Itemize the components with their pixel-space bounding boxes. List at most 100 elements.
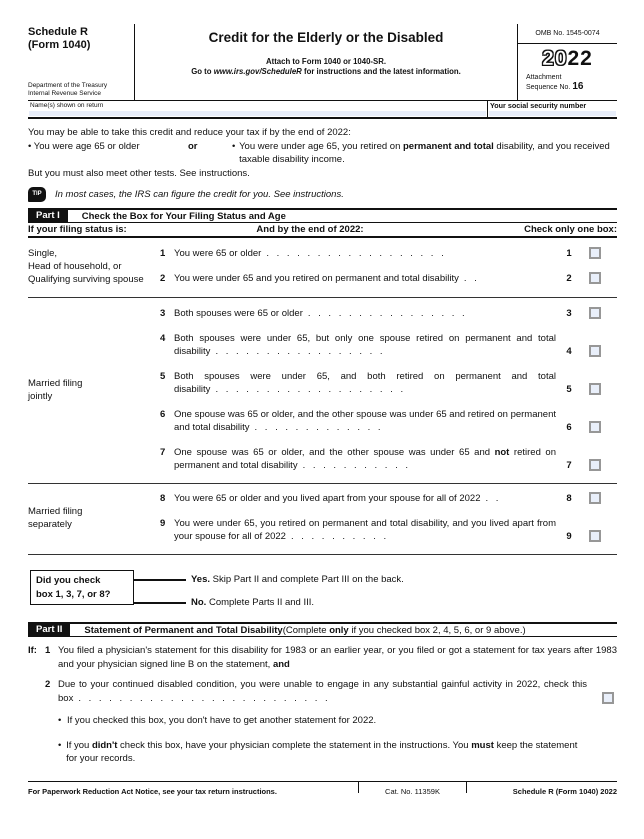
part2-line-1-text: You filed a physician's statement for th… bbox=[58, 645, 617, 670]
footer-form-id: Schedule R (Form 1040) 2022 bbox=[512, 786, 617, 796]
part2-line-2-text: Due to your continued disabled condition… bbox=[58, 679, 587, 704]
line-2-number: 2 bbox=[160, 273, 166, 284]
part2-bullet-1: • If you checked this box, you don't hav… bbox=[58, 715, 377, 726]
intro-line1: You may be able to take this credit and … bbox=[28, 127, 351, 138]
year-bold: 22 bbox=[567, 47, 593, 70]
line-6-text: One spouse was 65 or older, and the othe… bbox=[174, 409, 556, 433]
line-8-text: You were 65 or older and you lived apart… bbox=[174, 493, 501, 504]
part2-line-1-number: 1 bbox=[45, 645, 51, 656]
bullet-icon: • bbox=[232, 141, 236, 152]
line-3-number: 3 bbox=[160, 308, 166, 319]
line-8-number: 8 bbox=[160, 493, 166, 504]
catalog-number: Cat. No. 11359K bbox=[358, 781, 467, 796]
intro-section: You may be able to take this credit and … bbox=[28, 126, 617, 202]
checkbox-line-5[interactable] bbox=[589, 383, 601, 395]
line-7-number: 7 bbox=[160, 447, 166, 458]
filing-group-single: Single, Head of household, or Qualifying… bbox=[28, 238, 617, 298]
line-4-right-number: 4 bbox=[566, 346, 572, 357]
part2-title: Statement of Permanent and Total Disabil… bbox=[84, 624, 283, 636]
dept-line1: Department of the Treasury bbox=[28, 82, 108, 89]
checkbox-line-8[interactable] bbox=[589, 492, 601, 504]
checkbox-line-7[interactable] bbox=[589, 459, 601, 471]
checkbox-part2-line-2[interactable] bbox=[602, 692, 614, 704]
line-9-text: You were under 65, you retired on perman… bbox=[174, 518, 556, 542]
status-label-joint: Married filing jointly bbox=[28, 377, 83, 402]
line-1: 1 You were 65 or older. . . . . . . . . … bbox=[160, 247, 617, 260]
tax-year: 2022 bbox=[518, 44, 617, 71]
intro-bullet-2: • You were under age 65, you retired on p… bbox=[232, 141, 610, 165]
line-3: 3 Both spouses were 65 or older. . . . .… bbox=[160, 307, 617, 320]
attachment-label: Attachment bbox=[526, 74, 562, 81]
line-2: 2 You were under 65 and you retired on p… bbox=[160, 272, 617, 285]
checkbox-line-2[interactable] bbox=[589, 272, 601, 284]
agency-block: Department of the Treasury Internal Reve… bbox=[28, 82, 130, 98]
ssn-label: Your social security number bbox=[490, 101, 587, 110]
line-3-text: Both spouses were 65 or older. . . . . .… bbox=[174, 308, 468, 319]
attach-instruction: Attach to Form 1040 or 1040-SR. bbox=[265, 57, 387, 66]
dot-leader: . . . . . . . . . . . bbox=[302, 460, 411, 471]
line-9-number: 9 bbox=[160, 518, 166, 529]
ssn-cell: Your social security number bbox=[488, 101, 617, 117]
line-6-number: 6 bbox=[160, 409, 166, 420]
line-9-right-number: 9 bbox=[566, 531, 572, 542]
schedule-title: Schedule R bbox=[28, 26, 88, 38]
sequence-number: 16 bbox=[572, 80, 584, 92]
intro-or: or bbox=[188, 141, 198, 152]
status-label-separate: Married filing separately bbox=[28, 505, 83, 530]
name-label: Name(s) shown on return bbox=[30, 102, 104, 109]
line-5: 5 Both spouses were under 65, and both r… bbox=[160, 370, 617, 396]
part1-column-headers: If your filing status is: And by the end… bbox=[28, 223, 617, 238]
line-5-number: 5 bbox=[160, 371, 166, 382]
line-1-number: 1 bbox=[160, 248, 166, 259]
line-4-number: 4 bbox=[160, 333, 166, 344]
sequence-label: Sequence No. 16 bbox=[526, 80, 584, 92]
line-6-right-number: 6 bbox=[566, 422, 572, 433]
part2-body: If: 1 You filed a physician's statement … bbox=[28, 637, 617, 766]
name-input[interactable] bbox=[29, 111, 486, 116]
line-7: 7 One spouse was 65 or older, and the ot… bbox=[160, 446, 617, 472]
intro-line2: But you must also meet other tests. See … bbox=[28, 168, 250, 179]
part2-bullet-2: • If you didn't check this box, have you… bbox=[58, 739, 578, 765]
checkbox-line-4[interactable] bbox=[589, 345, 601, 357]
bullet-icon: • bbox=[58, 715, 62, 726]
schedule-name: Schedule R (Form 1040) bbox=[28, 26, 130, 52]
checkbox-line-1[interactable] bbox=[589, 247, 601, 259]
part1-tag: Part I bbox=[28, 210, 68, 222]
line-9: 9 You were under 65, you retired on perm… bbox=[160, 517, 617, 543]
line-4-text: Both spouses were under 65, but only one… bbox=[174, 333, 556, 357]
yes-instruction: Yes. Skip Part II and complete Part III … bbox=[191, 574, 404, 585]
col-filing-status: If your filing status is: bbox=[28, 224, 127, 235]
form-title-block: Credit for the Elderly or the Disabled A… bbox=[135, 24, 517, 100]
dot-leader: . . . . . . . . . . . . . . . . . . . . … bbox=[78, 692, 331, 704]
part2-line-2-number: 2 bbox=[45, 679, 51, 690]
dot-leader: . . bbox=[463, 273, 480, 284]
dot-leader: . . . . . . . . . . bbox=[290, 531, 389, 542]
form-number: (Form 1040) bbox=[28, 39, 91, 51]
line-6: 6 One spouse was 65 or older, and the ot… bbox=[160, 408, 617, 434]
filing-group-joint: Married filing jointly 3 Both spouses we… bbox=[28, 298, 617, 484]
part1-title: Check the Box for Your Filing Status and… bbox=[81, 210, 286, 222]
line-2-text: You were under 65 and you retired on per… bbox=[174, 273, 480, 284]
status-label-single: Single, Head of household, or Qualifying… bbox=[28, 248, 144, 285]
col-check-one-box: Check only one box: bbox=[524, 224, 617, 235]
ssn-input[interactable] bbox=[489, 111, 616, 116]
part1-header: Part I Check the Box for Your Filing Sta… bbox=[28, 208, 617, 223]
line-5-text: Both spouses were under 65, and both ret… bbox=[174, 371, 556, 395]
line-8: 8 You were 65 or older and you lived apa… bbox=[160, 492, 617, 505]
filing-group-separate: Married filing separately 8 You were 65 … bbox=[28, 484, 617, 555]
form-header: Schedule R (Form 1040) Department of the… bbox=[28, 24, 617, 100]
checkbox-line-6[interactable] bbox=[589, 421, 601, 433]
name-cell: Name(s) shown on return bbox=[28, 101, 488, 117]
decision-section: Did you check box 1, 3, 7, or 8? Yes. Sk… bbox=[28, 568, 617, 616]
bullet-icon: • bbox=[58, 739, 62, 751]
dot-leader: . . bbox=[485, 493, 501, 504]
form-id-block: Schedule R (Form 1040) Department of the… bbox=[28, 24, 135, 100]
yes-connector-line bbox=[134, 579, 186, 581]
line-8-right-number: 8 bbox=[566, 493, 572, 504]
part2-line-2: 2 Due to your continued disabled conditi… bbox=[28, 678, 617, 705]
line-1-text: You were 65 or older. . . . . . . . . . … bbox=[174, 248, 447, 259]
checkbox-line-9[interactable] bbox=[589, 530, 601, 542]
paperwork-notice: For Paperwork Reduction Act Notice, see … bbox=[28, 786, 277, 796]
checkbox-line-3[interactable] bbox=[589, 307, 601, 319]
dot-leader: . . . . . . . . . . . . . . . . bbox=[307, 308, 468, 319]
